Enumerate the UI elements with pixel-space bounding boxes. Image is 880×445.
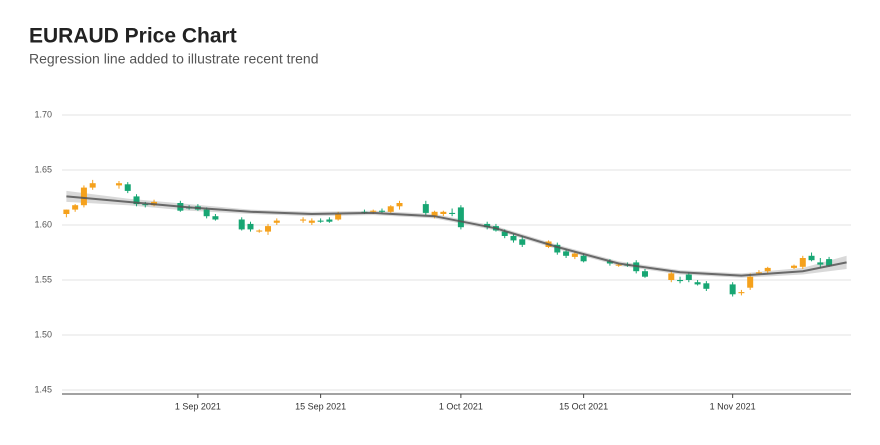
candle-body: [764, 267, 771, 272]
candle-body: [747, 276, 754, 288]
candle-body: [431, 211, 438, 217]
candle-body: [685, 274, 692, 280]
candle-body: [571, 253, 578, 257]
candle-body: [755, 272, 762, 274]
candle-body: [449, 212, 456, 214]
candle-body: [791, 265, 798, 268]
candle-body: [273, 220, 280, 223]
candle-body: [212, 216, 219, 220]
candle-body: [440, 211, 447, 214]
candle-body: [668, 273, 675, 280]
candle-body: [457, 207, 464, 228]
y-tick-label: 1.70: [34, 109, 52, 119]
candle-body: [694, 282, 701, 285]
candle-body: [396, 203, 403, 207]
y-tick-label: 1.50: [34, 329, 52, 339]
candle-body: [247, 223, 254, 230]
candle-body: [256, 230, 263, 232]
candle-body: [265, 226, 272, 232]
chart-title: EURAUD Price Chart: [29, 25, 237, 48]
y-tick-label: 1.55: [34, 274, 52, 284]
candle-body: [378, 210, 385, 212]
candle-body: [563, 251, 570, 256]
candle-body: [580, 255, 587, 262]
candle-body: [826, 259, 833, 266]
candle-body: [554, 244, 561, 253]
x-tick-label: 15 Sep 2021: [295, 401, 346, 411]
x-tick-label: 1 Nov 2021: [710, 401, 756, 411]
candle-body: [335, 214, 342, 220]
candle-body: [238, 219, 245, 230]
candle-body: [300, 219, 307, 221]
candle-body: [641, 271, 648, 277]
x-tick-label: 1 Sep 2021: [175, 401, 221, 411]
candle-body: [317, 220, 324, 222]
candle-body: [142, 204, 149, 206]
candle-body: [703, 283, 710, 289]
y-tick-label: 1.65: [34, 164, 52, 174]
candle-body: [72, 205, 79, 210]
candle-body: [738, 292, 745, 294]
y-tick-label: 1.45: [34, 384, 52, 394]
candle-body: [124, 184, 131, 191]
candle-body: [387, 206, 394, 212]
y-tick-label: 1.60: [34, 219, 52, 229]
candle-body: [63, 209, 70, 214]
candle-body: [808, 255, 815, 261]
candle-body: [115, 183, 122, 186]
candle-body: [501, 231, 508, 236]
candle-body: [89, 183, 96, 188]
confidence-band: [66, 190, 847, 278]
candle-body: [484, 223, 491, 228]
candle-body: [606, 261, 613, 264]
x-tick-label: 1 Oct 2021: [439, 401, 483, 411]
candle-body: [510, 236, 517, 241]
candle-body: [203, 209, 210, 217]
candle-body: [370, 210, 377, 212]
candle-body: [729, 284, 736, 295]
trend-line: [66, 195, 847, 277]
candle-body: [80, 187, 87, 206]
candle-body: [308, 220, 315, 223]
candle-body: [326, 219, 333, 222]
candle-body: [133, 196, 140, 205]
candle-body: [422, 204, 429, 213]
chart-subtitle: Regression line added to illustrate rece…: [29, 51, 319, 67]
candle-body: [519, 239, 526, 245]
candle-body: [817, 262, 824, 265]
candle-body: [799, 258, 806, 267]
candle-body: [677, 280, 684, 282]
candle-body: [615, 264, 622, 266]
x-tick-label: 15 Oct 2021: [559, 401, 608, 411]
